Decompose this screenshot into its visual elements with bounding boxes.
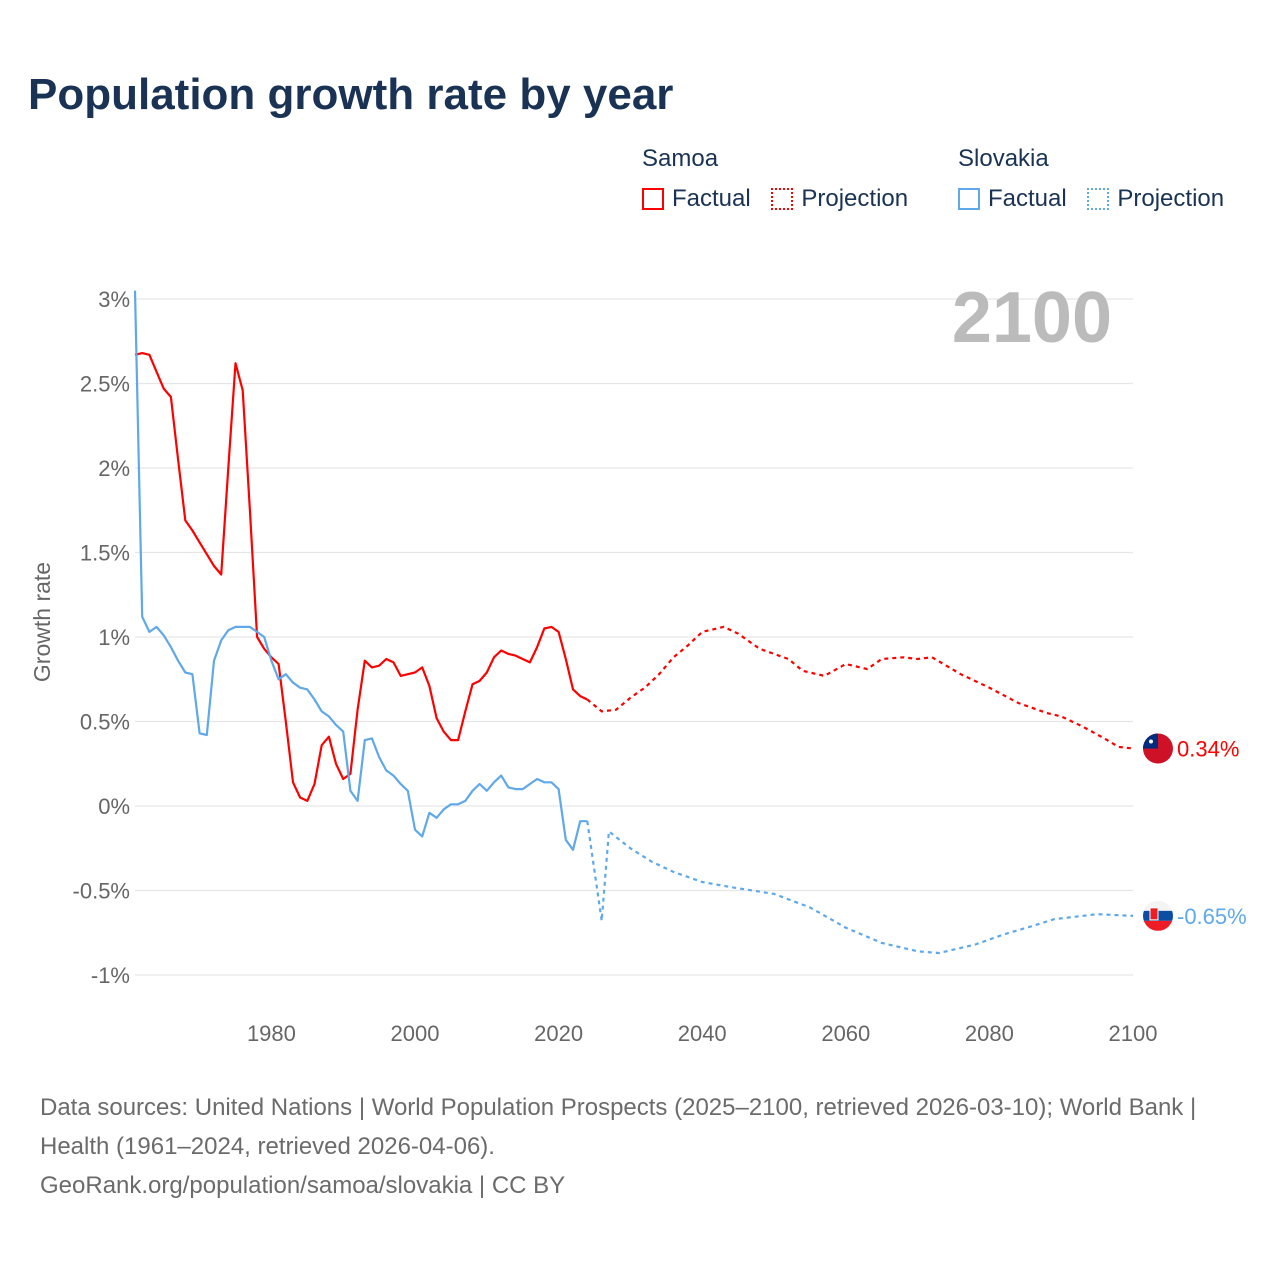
legend-group-samoa: Samoa Factual Projection: [642, 145, 922, 217]
x-tick-label: 2000: [391, 1021, 440, 1046]
chart-title: Population growth rate by year: [28, 70, 674, 119]
y-tick-label: -1%: [91, 963, 130, 988]
slovakia-flag-icon: [1143, 900, 1173, 931]
y-axis-label: Growth rate: [29, 562, 55, 682]
samoa-flag-icon: [1143, 733, 1173, 764]
samoa-factual-line: [134, 352, 588, 802]
solid-swatch-icon: [642, 188, 664, 210]
legend-label: Factual: [988, 185, 1067, 212]
y-tick-label: 1%: [98, 625, 130, 650]
slovakia-end-value: -0.65%: [1177, 904, 1247, 929]
legend-label: Projection: [1117, 185, 1225, 212]
y-tick-label: 2.5%: [80, 372, 130, 397]
y-tick-label: 2%: [98, 456, 130, 481]
x-tick-label: 1980: [247, 1021, 296, 1046]
legend-item-samoa-projection[interactable]: Projection: [771, 185, 908, 213]
year-indicator: 2100: [952, 278, 1112, 358]
legend-label: Factual: [672, 185, 751, 212]
x-tick-label: 2040: [678, 1021, 727, 1046]
footer: Data sources: United Nations | World Pop…: [40, 1088, 1240, 1205]
y-tick-label: 1.5%: [80, 541, 130, 566]
x-tick-label: 2080: [965, 1021, 1014, 1046]
y-tick-label: 0.5%: [80, 710, 130, 735]
legend-item-samoa-factual[interactable]: Factual: [642, 185, 751, 213]
data-sources: Data sources: United Nations | World Pop…: [40, 1094, 1197, 1160]
legend-label: Projection: [801, 185, 909, 212]
x-tick-label: 2060: [821, 1021, 870, 1046]
dotted-swatch-icon: [771, 188, 794, 210]
y-tick-label: 3%: [98, 287, 130, 312]
samoa-end-value: 0.34%: [1177, 737, 1239, 762]
legend-group-title: Samoa: [642, 145, 719, 172]
y-tick-label: 0%: [98, 794, 130, 819]
solid-swatch-icon: [958, 188, 980, 210]
legend-group-title: Slovakia: [958, 145, 1049, 172]
legend-group-slovakia: Slovakia Factual Projection: [958, 145, 1238, 217]
slovakia-factual-line: [133, 290, 588, 851]
samoa-projection-line: [586, 625, 1134, 750]
legend-item-slovakia-factual[interactable]: Factual: [958, 185, 1067, 213]
x-tick-label: 2020: [534, 1021, 583, 1046]
legend-item-slovakia-projection[interactable]: Projection: [1087, 185, 1224, 213]
dotted-swatch-icon: [1087, 188, 1110, 210]
y-tick-label: -0.5%: [73, 879, 130, 904]
source-link[interactable]: GeoRank.org/population/samoa/slovakia | …: [40, 1172, 566, 1199]
x-tick-label: 2100: [1109, 1021, 1158, 1046]
slovakia-projection-line: [586, 821, 1134, 955]
